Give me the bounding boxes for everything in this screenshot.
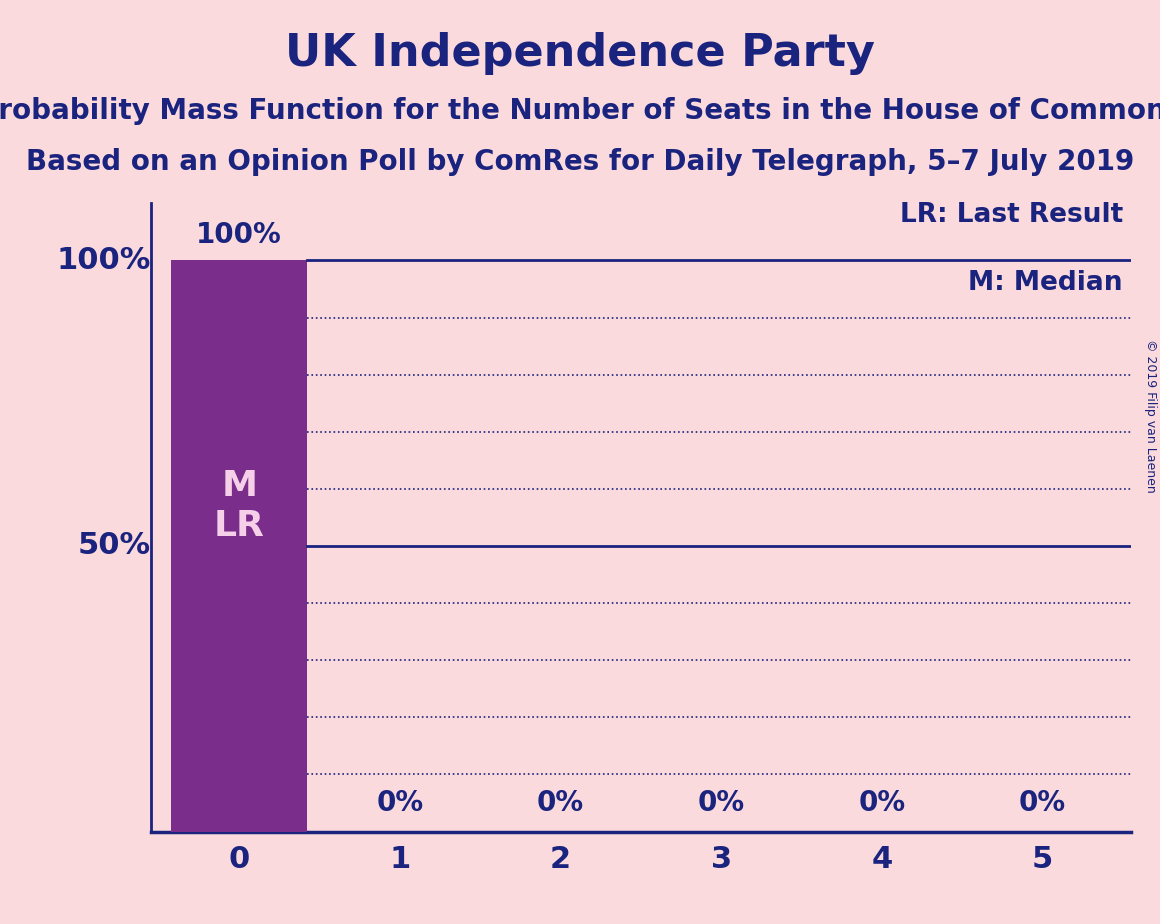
Text: Based on an Opinion Poll by ComRes for Daily Telegraph, 5–7 July 2019: Based on an Opinion Poll by ComRes for D… <box>26 148 1134 176</box>
Text: 0%: 0% <box>537 789 585 818</box>
Text: UK Independence Party: UK Independence Party <box>285 32 875 76</box>
Bar <box>171 261 307 832</box>
Text: 100%: 100% <box>57 246 151 275</box>
Text: M
LR: M LR <box>213 469 264 542</box>
Text: M: Median: M: Median <box>969 270 1123 297</box>
Text: © 2019 Filip van Laenen: © 2019 Filip van Laenen <box>1144 339 1158 492</box>
Text: 50%: 50% <box>78 531 151 561</box>
Text: 0%: 0% <box>376 789 423 818</box>
Text: 0%: 0% <box>858 789 906 818</box>
Text: 100%: 100% <box>196 221 282 249</box>
Text: 0%: 0% <box>1018 789 1066 818</box>
Text: LR: Last Result: LR: Last Result <box>900 201 1123 227</box>
Text: Probability Mass Function for the Number of Seats in the House of Commons: Probability Mass Function for the Number… <box>0 97 1160 125</box>
Text: 0%: 0% <box>697 789 745 818</box>
